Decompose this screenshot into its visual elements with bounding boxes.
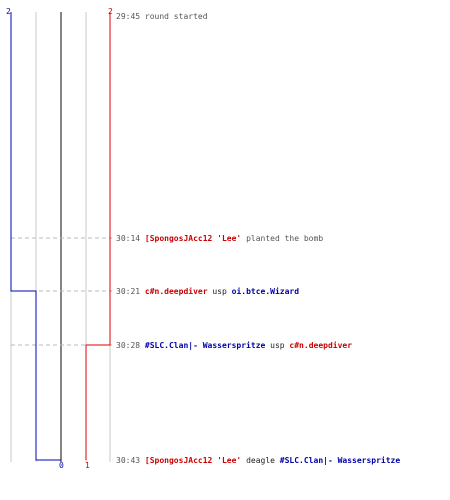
event-text: #SLC.Clan|- Wasserspritze (280, 455, 401, 465)
event-row: 30:28 #SLC.Clan|- Wasserspritze usp c#n.… (116, 340, 352, 350)
event-time: 30:43 (116, 456, 140, 465)
red-team-step-line (85, 12, 111, 460)
event-row: 30:21 c#n.deepdiver usp oi.btce.Wizard (116, 286, 299, 296)
blue-team-step-line (10, 12, 61, 461)
event-text: round started (140, 12, 208, 21)
event-text: usp (208, 287, 232, 296)
event-text: planted the bomb (241, 234, 323, 243)
event-time: 29:45 (116, 12, 140, 21)
event-time: 30:21 (116, 287, 140, 296)
event-text: oi.btce.Wizard (232, 286, 300, 296)
bottom-count-red: 1 (85, 461, 90, 470)
team-count-labels: 2 2 0 1 (6, 7, 113, 470)
event-log: 29:45 round started 30:14 [SpongosJAcc12 … (116, 12, 400, 465)
event-text: [SpongosJAcc12 'Lee' (140, 456, 241, 465)
event-row: 30:14 [SpongosJAcc12 'Lee' planted the b… (116, 234, 323, 243)
event-time: 30:28 (116, 341, 140, 350)
event-text: [SpongosJAcc12 'Lee' (140, 234, 241, 243)
event-text: deagle (241, 456, 280, 465)
event-row: 29:45 round started (116, 12, 208, 21)
event-text: #SLC.Clan|- Wasserspritze (140, 340, 265, 350)
event-row: 30:43 [SpongosJAcc12 'Lee' deagle #SLC.C… (116, 455, 400, 465)
top-count-blue: 2 (6, 7, 11, 16)
bottom-count-blue: 0 (59, 461, 64, 470)
top-count-red: 2 (108, 7, 113, 16)
event-text: c#n.deepdiver (140, 286, 208, 296)
event-text: c#n.deepdiver (289, 340, 352, 350)
event-time: 30:14 (116, 234, 140, 243)
team-alive-steps (10, 12, 111, 461)
event-text: usp (265, 341, 289, 350)
timeline-grid (10, 12, 112, 462)
